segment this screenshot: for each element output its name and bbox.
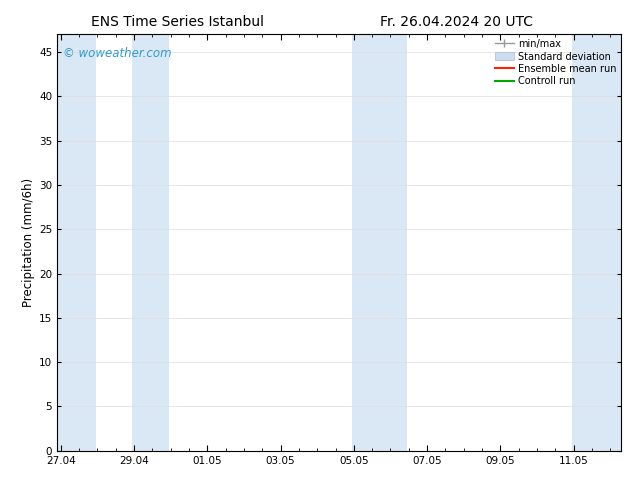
Text: Fr. 26.04.2024 20 UTC: Fr. 26.04.2024 20 UTC (380, 15, 533, 29)
Legend: min/max, Standard deviation, Ensemble mean run, Controll run: min/max, Standard deviation, Ensemble me… (493, 37, 618, 88)
Bar (352, 34, 407, 451)
Bar (572, 34, 621, 451)
Text: © woweather.com: © woweather.com (63, 47, 171, 60)
Bar (132, 34, 169, 451)
Text: ENS Time Series Istanbul: ENS Time Series Istanbul (91, 15, 264, 29)
Y-axis label: Precipitation (mm/6h): Precipitation (mm/6h) (22, 178, 35, 307)
Bar (57, 34, 96, 451)
